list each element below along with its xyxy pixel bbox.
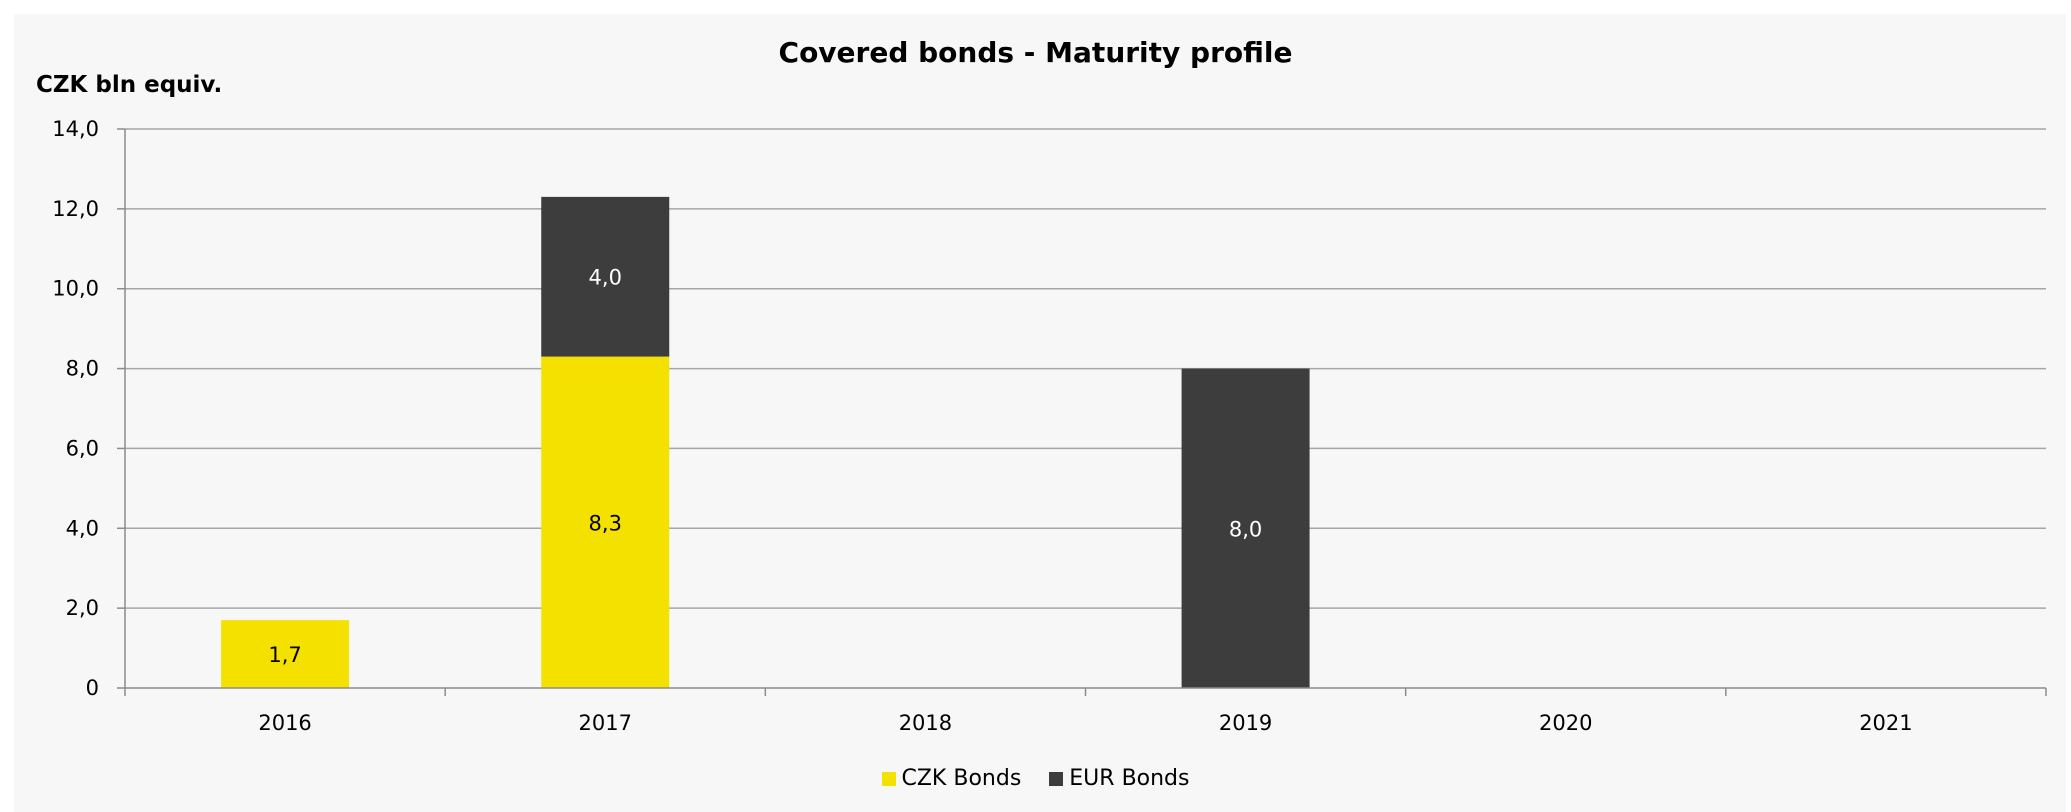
x-tick-label: 2016: [258, 711, 311, 735]
bar-eur: [541, 196, 670, 357]
y-tick-label: 10,0: [52, 277, 99, 301]
chart-title: Covered bonds - Maturity profile: [778, 36, 1293, 69]
legend: CZK Bonds EUR Bonds: [0, 766, 2071, 791]
y-tick-label: 2,0: [66, 596, 99, 620]
y-tick-label: 6,0: [66, 436, 99, 460]
y-tick-label: 14,0: [52, 117, 99, 141]
x-tick-label: 2019: [1219, 711, 1272, 735]
x-tick-label: 2018: [899, 711, 952, 735]
bar-czk: [221, 620, 350, 688]
x-tick-label: 2017: [579, 711, 632, 735]
legend-label: EUR Bonds: [1069, 766, 1190, 791]
chart-area: [14, 14, 2066, 812]
y-tick-label: 4,0: [66, 516, 99, 540]
y-tick-label: 8,0: [66, 357, 99, 381]
bar-czk: [541, 356, 670, 688]
data-label: 8,3: [589, 511, 622, 535]
x-tick-label: 2020: [1539, 711, 1592, 735]
data-label: 8,0: [1229, 517, 1262, 541]
y-axis-unit-label: CZK bln equiv.: [36, 72, 223, 98]
data-label: 1,7: [268, 643, 301, 667]
legend-label: CZK Bonds: [901, 766, 1022, 791]
x-tick-label: 2021: [1859, 711, 1912, 735]
y-tick-label: 12,0: [52, 197, 99, 221]
legend-item: CZK Bonds: [881, 766, 1022, 791]
legend-swatch: [881, 771, 896, 786]
bar-eur: [1181, 368, 1310, 688]
legend-swatch: [1049, 771, 1064, 786]
y-tick-label: 0: [86, 676, 99, 700]
data-label: 4,0: [589, 266, 622, 290]
legend-item: EUR Bonds: [1049, 766, 1190, 791]
